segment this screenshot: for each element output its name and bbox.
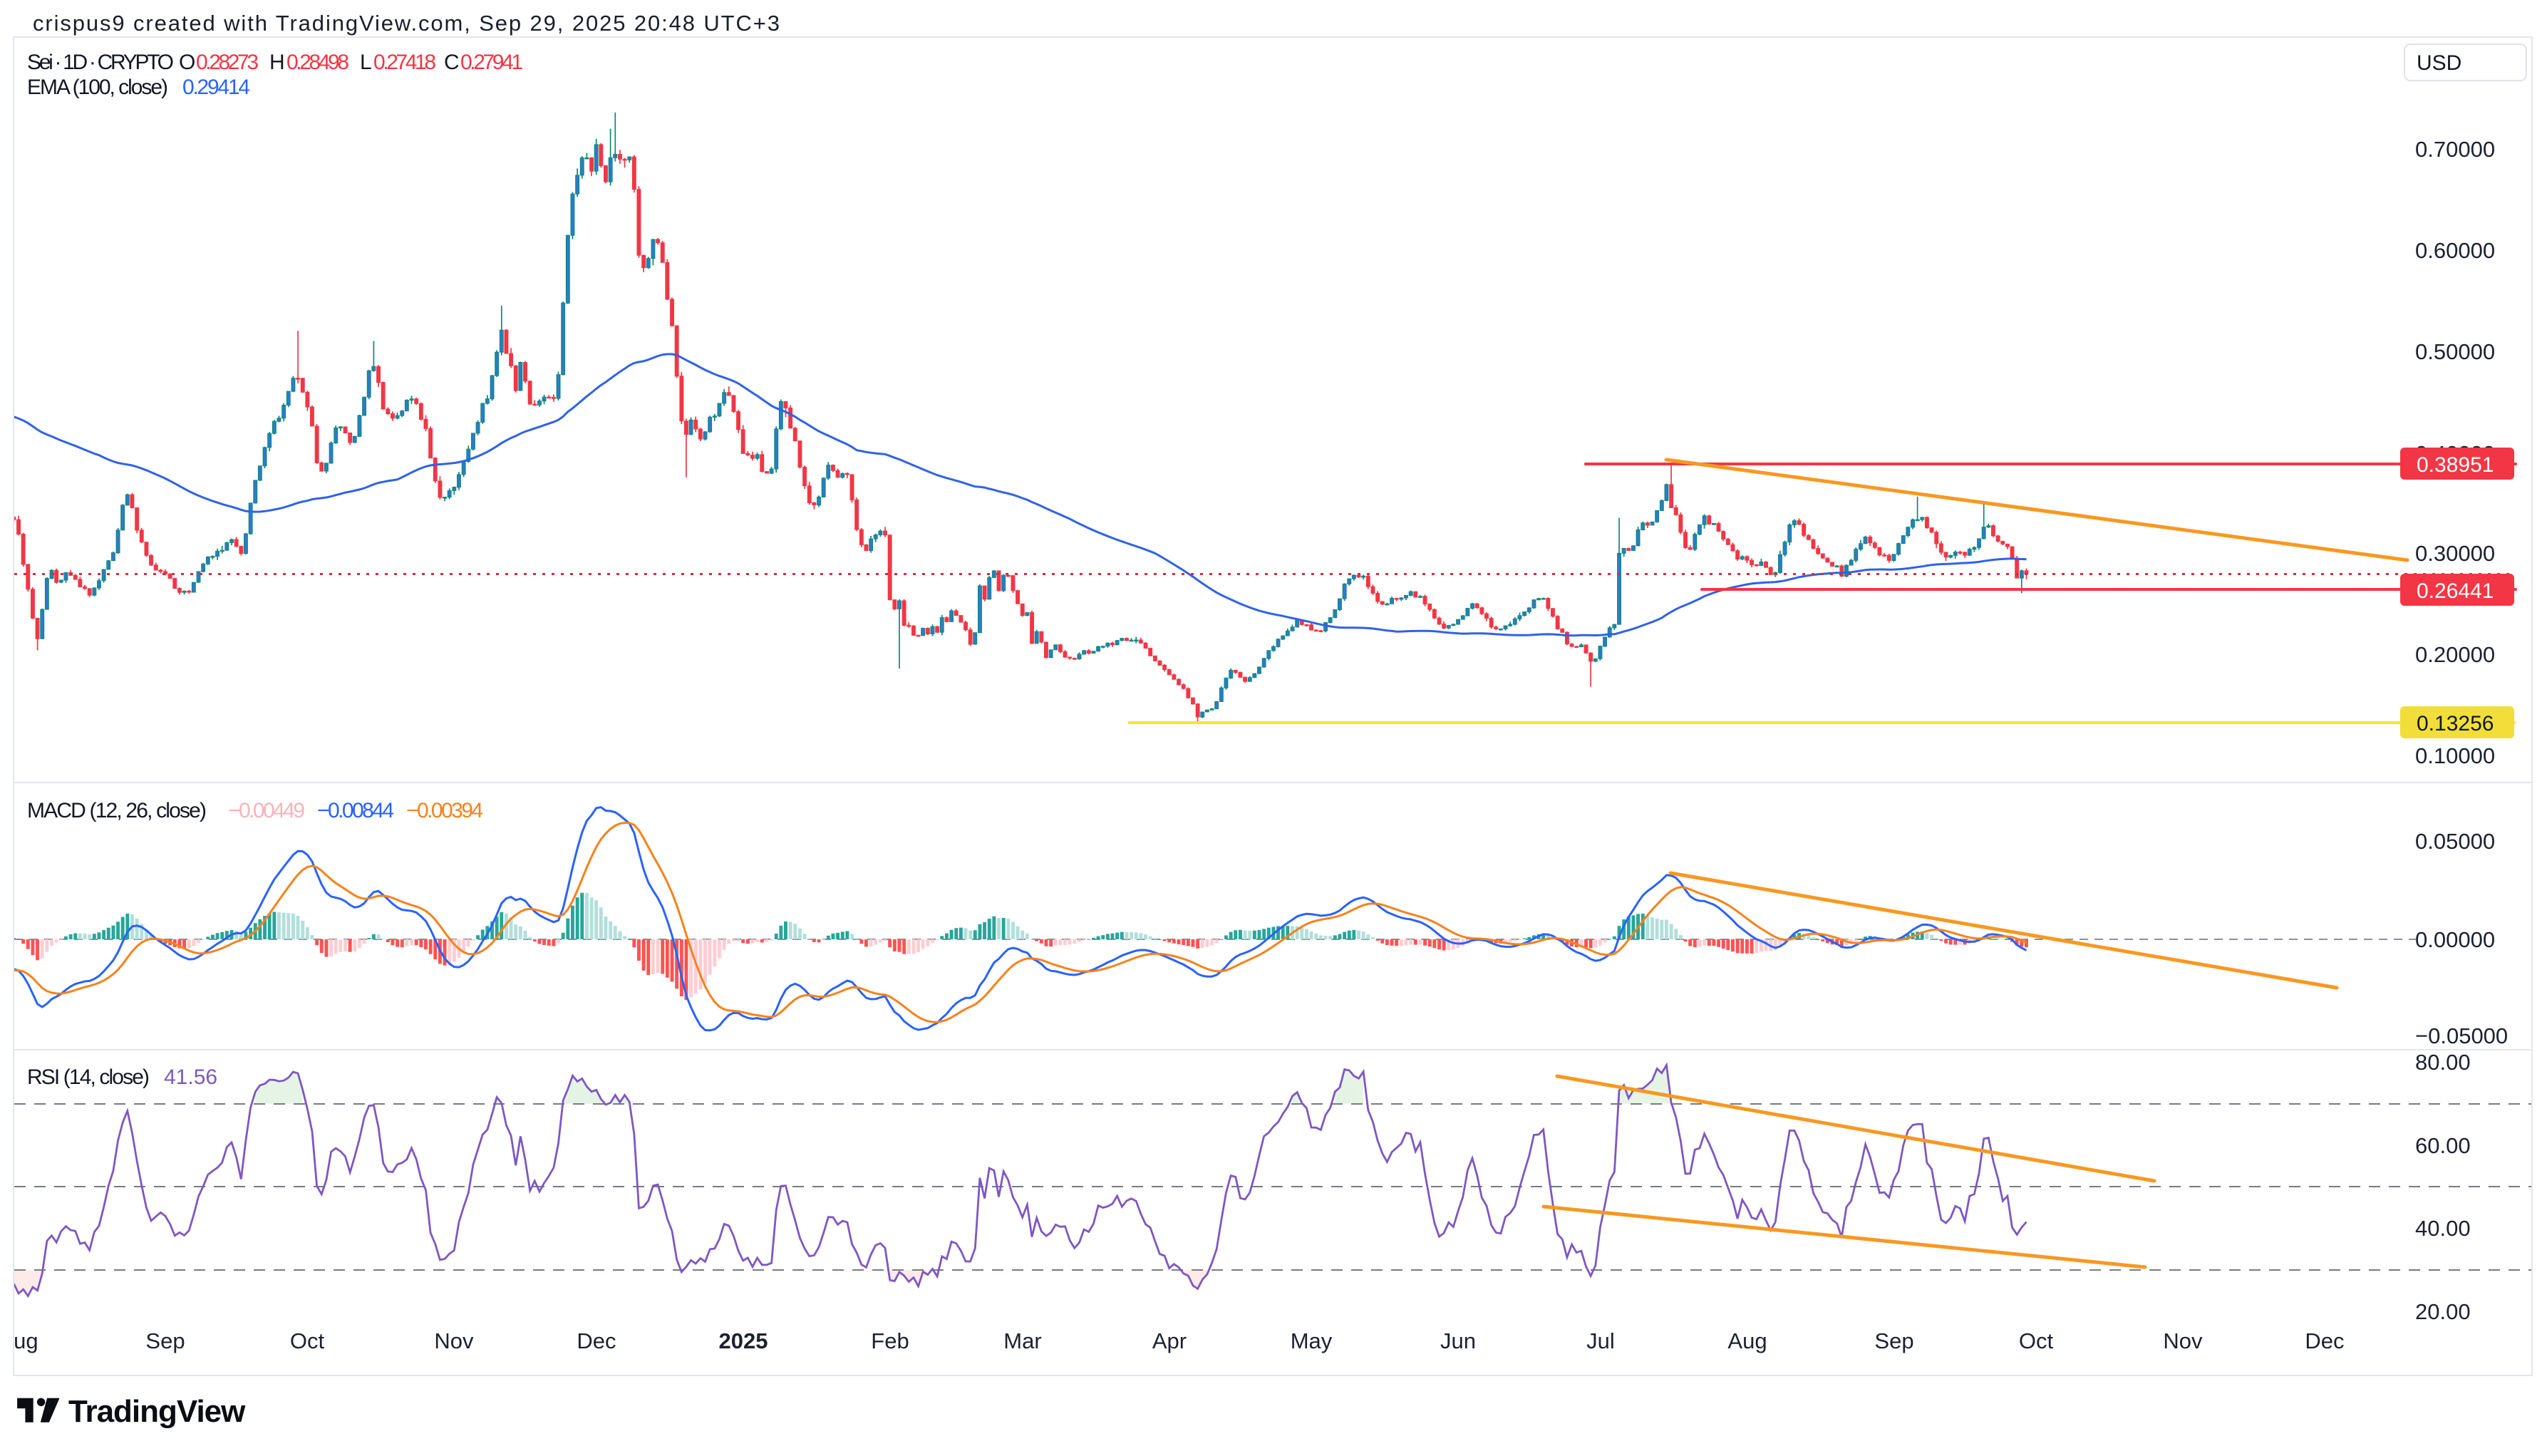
svg-text:0.28498: 0.28498 [286, 51, 349, 74]
svg-text:Sei · 1D · CRYPTO: Sei · 1D · CRYPTO [27, 51, 174, 74]
svg-text:TradingView: TradingView [68, 1394, 246, 1429]
svg-text:41.56: 41.56 [164, 1065, 217, 1089]
svg-text:Oct: Oct [290, 1328, 325, 1353]
svg-text:−0.00844: −0.00844 [317, 799, 394, 822]
svg-text:Aug: Aug [1727, 1328, 1767, 1353]
svg-text:40.00: 40.00 [2415, 1216, 2471, 1241]
svg-text:−0.00449: −0.00449 [228, 799, 305, 822]
svg-text:0.27941: 0.27941 [460, 51, 523, 74]
svg-text:80.00: 80.00 [2415, 1050, 2471, 1075]
svg-text:0.70000: 0.70000 [2415, 137, 2495, 162]
svg-text:May: May [1291, 1328, 1333, 1353]
svg-text:Dec: Dec [577, 1328, 616, 1353]
svg-text:0.30000: 0.30000 [2415, 541, 2495, 566]
svg-text:C: C [444, 51, 460, 74]
svg-text:RSI (14, close): RSI (14, close) [27, 1065, 150, 1089]
svg-text:0.28273: 0.28273 [196, 51, 259, 74]
svg-text:0.00000: 0.00000 [2415, 927, 2495, 952]
svg-text:EMA (100, close): EMA (100, close) [27, 76, 168, 99]
svg-text:0.10000: 0.10000 [2415, 743, 2495, 768]
svg-text:Apr: Apr [1152, 1328, 1187, 1353]
svg-text:Nov: Nov [434, 1328, 474, 1353]
svg-text:USD: USD [2417, 51, 2461, 75]
svg-text:Sep: Sep [1874, 1328, 1913, 1353]
svg-text:Mar: Mar [1003, 1328, 1041, 1353]
svg-text:0.50000: 0.50000 [2415, 339, 2495, 364]
svg-text:20.00: 20.00 [2415, 1299, 2471, 1324]
svg-text:2025: 2025 [719, 1328, 768, 1353]
svg-text:0.05000: 0.05000 [2415, 829, 2495, 854]
svg-text:L: L [360, 51, 372, 74]
svg-text:Jun: Jun [1440, 1328, 1476, 1353]
svg-text:Feb: Feb [871, 1328, 909, 1353]
svg-text:0.60000: 0.60000 [2415, 238, 2495, 263]
svg-text:0.20000: 0.20000 [2415, 642, 2495, 667]
svg-text:60.00: 60.00 [2415, 1133, 2471, 1158]
svg-text:MACD (12, 26, close): MACD (12, 26, close) [27, 799, 207, 822]
svg-text:−0.05000: −0.05000 [2415, 1023, 2508, 1048]
svg-text:Dec: Dec [2305, 1328, 2344, 1353]
svg-text:0.13256: 0.13256 [2417, 712, 2494, 735]
svg-text:−0.00394: −0.00394 [406, 799, 483, 822]
svg-text:Aug: Aug [0, 1328, 38, 1353]
svg-text:0.38951: 0.38951 [2417, 453, 2494, 477]
svg-text:Nov: Nov [2163, 1328, 2203, 1353]
svg-text:Jul: Jul [1586, 1328, 1615, 1353]
svg-text:crispus9 created with TradingV: crispus9 created with TradingView.com, S… [33, 11, 780, 36]
svg-text:0.29414: 0.29414 [182, 76, 250, 99]
svg-text:H: H [269, 51, 285, 74]
svg-text:O: O [179, 51, 195, 74]
svg-text:0.26441: 0.26441 [2417, 579, 2494, 603]
svg-text:Oct: Oct [2019, 1328, 2054, 1353]
svg-text:Sep: Sep [145, 1328, 185, 1353]
svg-text:0.27418: 0.27418 [373, 51, 436, 74]
